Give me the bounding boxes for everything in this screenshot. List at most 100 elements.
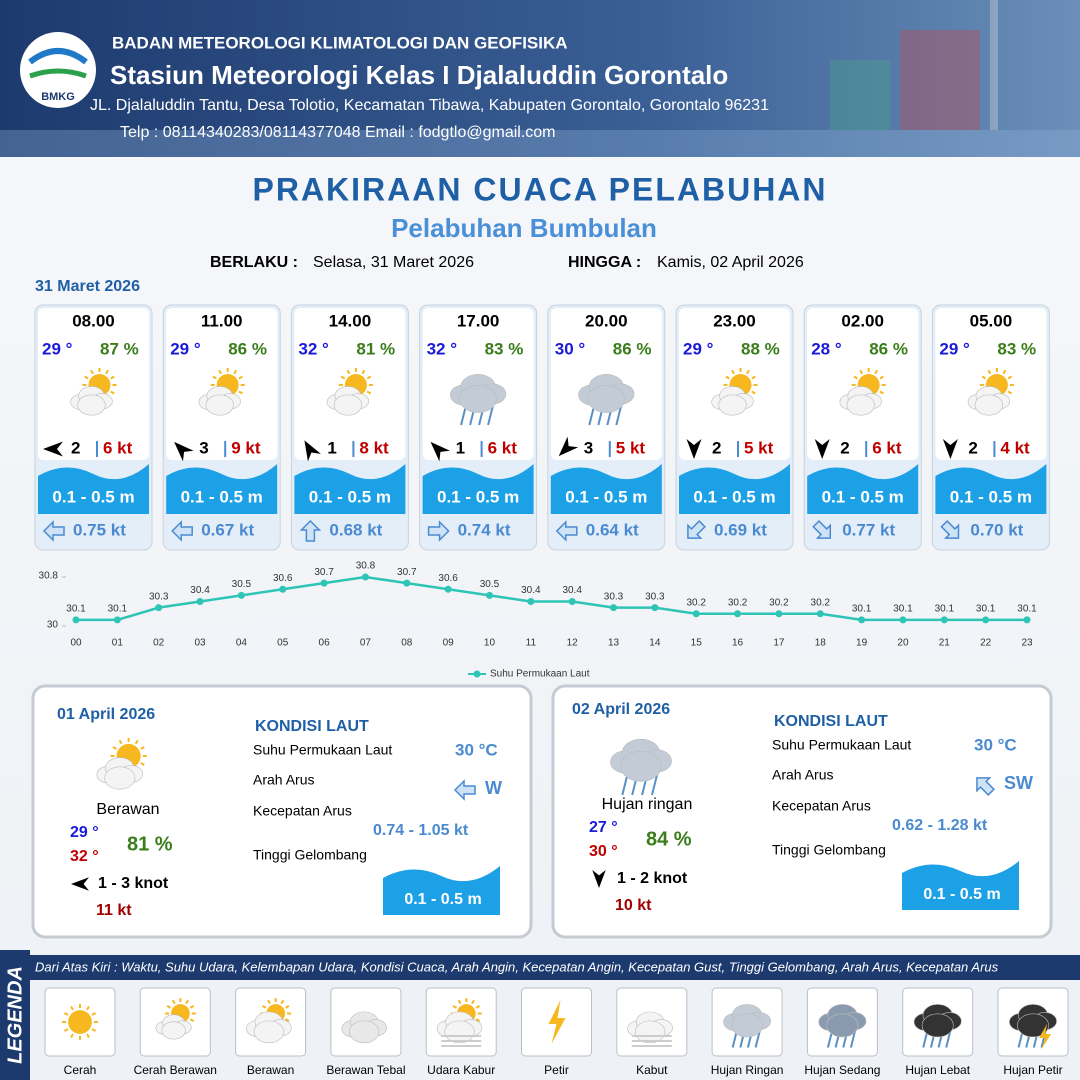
current-dir: SW <box>1004 773 1033 793</box>
card-time: 08.00 <box>72 311 115 330</box>
current-speed: 0.74 - 1.05 kt <box>373 822 469 839</box>
y-tick-label: 30.8 <box>39 571 59 582</box>
panel-temp-min: 27 ° <box>589 819 618 836</box>
card-temp: 32 ° <box>298 339 329 358</box>
cloud <box>818 1004 867 1038</box>
card-wind: 3 <box>584 438 593 457</box>
current-dir-label: Arah Arus <box>772 767 833 783</box>
x-tick-label: 16 <box>732 638 744 649</box>
card: 08.00 29 ° 87 % 2 6 kt 0.1 - 0.5 m 0.75 kt <box>34 304 153 551</box>
sea-title: KONDISI LAUT <box>774 713 888 730</box>
sun-ray <box>185 999 189 1005</box>
cloud <box>627 1011 673 1044</box>
panel-gust: 11 kt <box>96 902 132 919</box>
valid-to-label: HINGGA : <box>568 254 641 271</box>
legend-item: Hujan Sedang <box>804 1063 880 1077</box>
sun-ray <box>874 369 879 375</box>
sst-value: 30 °C <box>455 740 498 759</box>
logo-wave <box>29 68 87 79</box>
sun-ray <box>140 762 145 766</box>
cloud <box>198 386 241 416</box>
cloud <box>711 386 754 416</box>
card: 02.00 28 ° 86 % 2 6 kt 0.1 - 0.5 m 0.77 kt <box>803 304 922 551</box>
arrow <box>558 436 579 457</box>
sun-ray <box>475 1004 481 1009</box>
x-tick-label: 14 <box>649 638 661 649</box>
x-tick-label: 19 <box>856 638 868 649</box>
cloud <box>155 1014 192 1040</box>
panel-temp-min: 29 ° <box>70 824 99 841</box>
wave-shape <box>383 866 500 915</box>
sun-ray <box>366 390 372 395</box>
x-tick-label: 22 <box>980 638 992 649</box>
cloud <box>450 373 507 413</box>
hourly-cards: 08.00 29 ° 87 % 2 6 kt 0.1 - 0.5 m 0.75 kt 11.0… <box>34 304 1050 551</box>
current-arrow <box>453 779 476 801</box>
card-current: 0.77 kt <box>842 520 895 539</box>
x-tick-label: 05 <box>277 638 289 649</box>
rain <box>754 1030 761 1048</box>
wave-shape <box>679 464 790 514</box>
card-humidity: 86 % <box>869 339 908 358</box>
value-label: 30.5 <box>480 579 500 590</box>
panel-temp-max: 32 ° <box>70 848 99 865</box>
panel-humidity: 84 % <box>646 828 692 850</box>
wave-shape <box>38 464 149 514</box>
arrow <box>814 439 830 459</box>
x-tick-label: 03 <box>194 638 206 649</box>
sea-title: KONDISI LAUT <box>255 718 369 735</box>
sun-ray <box>1002 369 1007 375</box>
card-humidity: 83 % <box>485 339 524 358</box>
card-time: 20.00 <box>585 311 628 330</box>
cloud-part <box>846 394 875 416</box>
point <box>320 579 328 587</box>
point <box>361 573 369 581</box>
sun-ray <box>233 369 238 375</box>
card-gust: 6 kt <box>872 438 902 457</box>
sst-chart: 30 30.8 00 01 02 03 04 05 06 07 08 09 10 11 12 13 14 15 16… <box>39 561 1038 680</box>
cloud-part <box>718 394 747 416</box>
wave-shape <box>166 464 278 514</box>
sun-ray <box>63 1028 69 1032</box>
legend-item: Hujan Lebat <box>905 1063 970 1077</box>
card-time: 14.00 <box>329 311 372 330</box>
arrow <box>43 441 63 457</box>
cloud-part <box>921 1013 954 1038</box>
legend-description: Dari Atas Kiri : Waktu, Suhu Udara, Kele… <box>35 959 999 974</box>
card-current: 0.75 kt <box>73 520 126 539</box>
cloud-part <box>459 385 497 413</box>
card-temp: 29 ° <box>42 339 73 358</box>
card-current: 0.69 kt <box>714 520 767 539</box>
legend-title: LEGENDA <box>4 966 26 1064</box>
point <box>775 610 783 618</box>
card-time: 05.00 <box>970 311 1013 330</box>
x-tick-label: 08 <box>401 638 413 649</box>
sun-ray <box>340 375 346 380</box>
current-arrow <box>687 520 706 539</box>
card-wind: 2 <box>71 438 80 457</box>
cloud-part <box>1017 1013 1049 1038</box>
sst-value: 30 °C <box>974 735 1017 754</box>
sun-ray <box>471 999 475 1005</box>
card-wind: 1 <box>327 438 336 457</box>
current-speed-label: Kecepatan Arus <box>253 803 352 819</box>
value-label: 30.1 <box>66 604 86 615</box>
panel-wind: 1 - 2 knot <box>617 870 688 887</box>
current-arrow <box>812 520 832 539</box>
cloud-part <box>104 766 136 790</box>
cloud <box>70 386 113 416</box>
wave-shape <box>294 464 406 514</box>
x-tick-label: 09 <box>443 638 455 649</box>
sun-ray <box>63 1012 69 1016</box>
x-tick-label: 00 <box>70 638 82 649</box>
sun-ray <box>86 1005 90 1011</box>
legend-item: Cerah <box>64 1063 97 1077</box>
point <box>527 598 535 605</box>
sun-ray <box>1007 390 1013 395</box>
card-gust: 5 kt <box>744 438 774 457</box>
x-tick-label: 20 <box>897 638 909 649</box>
legend-item: Berawan <box>247 1063 294 1077</box>
value-label: 30.2 <box>686 597 706 608</box>
